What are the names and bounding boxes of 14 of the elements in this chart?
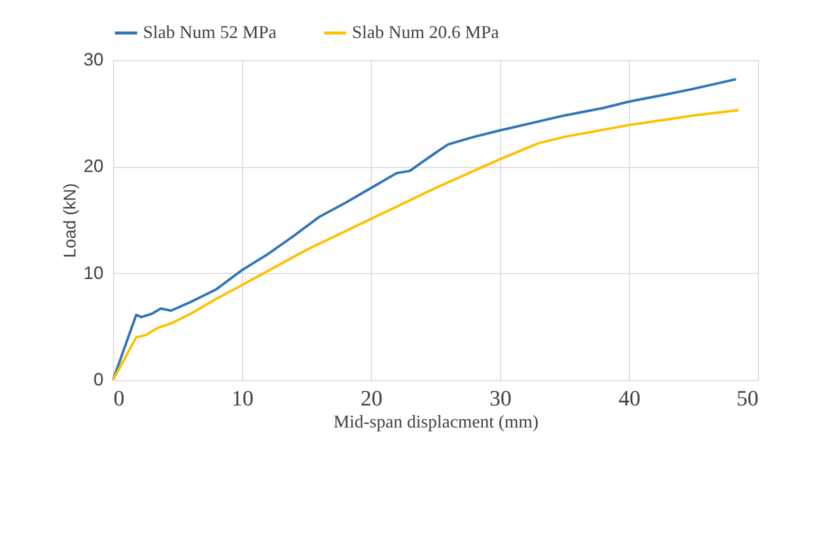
y-tick-label: 10 bbox=[83, 262, 104, 283]
x-tick-label: 20 bbox=[360, 386, 382, 410]
x-tick-label: 0 bbox=[114, 386, 124, 410]
y-axis-title: Load (kN) bbox=[60, 183, 80, 258]
x-tick-label: 50 bbox=[736, 386, 758, 410]
legend-label: Slab Num 52 MPa bbox=[143, 22, 277, 42]
x-tick-label: 40 bbox=[618, 386, 640, 410]
x-axis-title: Mid-span displacment (mm) bbox=[334, 412, 538, 432]
y-tick-label: 0 bbox=[93, 370, 104, 390]
y-tick-label: 20 bbox=[83, 156, 104, 176]
y-tick-label: 30 bbox=[83, 50, 104, 70]
x-tick-label: 30 bbox=[490, 386, 512, 410]
legend-label: Slab Num 20.6 MPa bbox=[352, 22, 500, 42]
x-tick-label: 10 bbox=[232, 386, 254, 410]
